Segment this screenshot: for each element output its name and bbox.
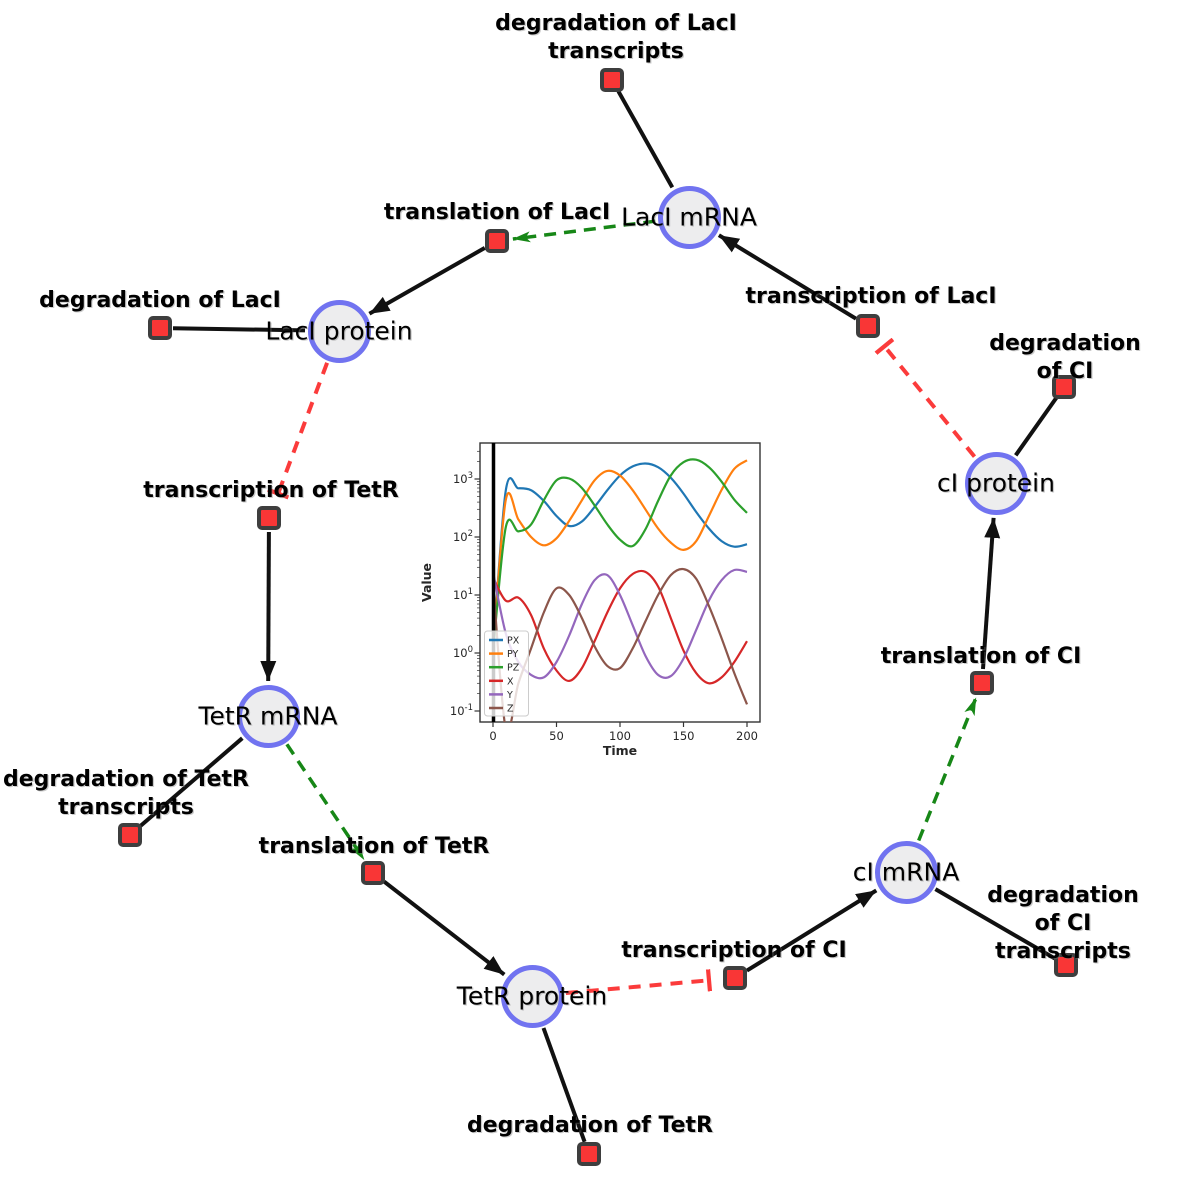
series-PY xyxy=(491,459,748,654)
species-node-tetr_mrna[interactable] xyxy=(236,684,300,748)
edge-product-tx_laci-laci_mrna xyxy=(717,233,858,321)
y-tick-label: 102 xyxy=(453,529,473,544)
species-label-tetr_mrna: TetR mRNA xyxy=(198,701,338,731)
species-node-ci_mrna[interactable] xyxy=(874,840,938,904)
edge-reactant-ci_mrna-deg_ci_tx xyxy=(934,887,1056,961)
legend-label-PZ: PZ xyxy=(507,663,520,674)
reaction-node-deg_laci_tx[interactable] xyxy=(600,68,624,92)
y-tick-label: 101 xyxy=(453,587,473,602)
x-tick-label: 150 xyxy=(673,729,695,743)
species-label-ci_protein: cI protein xyxy=(937,468,1055,498)
edge-product-tl_tetr-tetr_protein xyxy=(382,880,506,977)
reaction-label-tx_laci: transcription of LacI xyxy=(745,284,997,309)
legend-label-PY: PY xyxy=(507,649,519,660)
y-axis-label: Value xyxy=(419,563,434,602)
edge-reactant-tetr_protein-deg_tetr xyxy=(541,1027,587,1143)
edge-modifier-tetr_mrna-tl_tetr xyxy=(285,743,366,861)
reaction-node-deg_ci[interactable] xyxy=(1052,375,1076,399)
y-tick-label: 10-1 xyxy=(450,703,473,718)
edge-reactant-laci_mrna-deg_laci_tx xyxy=(616,90,675,189)
edge-inhibition-laci_protein-tx_tetr xyxy=(267,362,329,500)
reaction-node-tx_laci[interactable] xyxy=(856,314,880,338)
reaction-label-tl_tetr: translation of TetR xyxy=(258,834,490,859)
reaction-label-deg_tetr_tx: degradation of TetR transcripts xyxy=(2,767,250,820)
species-node-tetr_protein[interactable] xyxy=(500,964,564,1028)
species-node-laci_mrna[interactable] xyxy=(657,185,721,249)
series-PX xyxy=(491,462,748,654)
legend-label-PX: PX xyxy=(507,636,520,647)
edge-inhibition-tetr_protein-tx_ci xyxy=(565,969,713,995)
series-PZ xyxy=(491,458,748,654)
x-tick-label: 0 xyxy=(489,729,496,743)
reaction-label-tl_ci: translation of CI xyxy=(880,644,1082,669)
series-Z xyxy=(491,567,749,722)
reaction-node-deg_laci[interactable] xyxy=(148,316,172,340)
species-label-laci_mrna: LacI mRNA xyxy=(621,202,757,232)
x-tick-label: 100 xyxy=(609,729,631,743)
series-X xyxy=(492,569,748,685)
edge-reactant-tetr_mrna-deg_tetr_tx xyxy=(138,736,244,829)
edge-modifier-ci_mrna-tl_ci xyxy=(917,697,978,842)
reaction-node-deg_tetr_tx[interactable] xyxy=(118,823,142,847)
reaction-node-deg_ci_tx[interactable] xyxy=(1054,953,1078,977)
reaction-label-deg_tetr: degradation of TetR xyxy=(466,1113,714,1138)
reaction-node-tx_ci[interactable] xyxy=(723,966,747,990)
species-label-laci_protein: LacI protein xyxy=(265,316,413,346)
species-label-tetr_protein: TetR protein xyxy=(456,981,608,1011)
legend-label-Y: Y xyxy=(506,690,513,701)
reaction-label-tx_ci: transcription of CI xyxy=(621,938,847,963)
edge-inhibition-ci_protein-tx_laci xyxy=(874,337,977,458)
reaction-node-tx_tetr[interactable] xyxy=(257,506,281,530)
species-label-ci_mrna: cI mRNA xyxy=(852,857,960,887)
reaction-node-deg_tetr[interactable] xyxy=(577,1142,601,1166)
reaction-label-deg_laci: degradation of LacI xyxy=(39,288,281,313)
species-node-laci_protein[interactable] xyxy=(307,299,371,363)
series-Y xyxy=(491,568,748,680)
edge-reactant-laci_protein-deg_laci xyxy=(172,326,306,333)
x-tick-label: 50 xyxy=(549,729,564,743)
species-node-ci_protein[interactable] xyxy=(964,451,1028,515)
reaction-node-tl_ci[interactable] xyxy=(970,671,994,695)
y-tick-label: 103 xyxy=(453,471,473,486)
edge-product-tx_tetr-tetr_mrna xyxy=(260,531,277,682)
legend-label-Z: Z xyxy=(507,704,514,715)
edge-product-tx_ci-ci_mrna xyxy=(745,888,878,973)
x-tick-label: 200 xyxy=(736,729,758,743)
edge-product-tl_ci-ci_protein xyxy=(981,517,1001,670)
reaction-node-tl_laci[interactable] xyxy=(485,229,509,253)
reaction-label-tx_tetr: transcription of TetR xyxy=(143,478,399,503)
reaction-node-tl_tetr[interactable] xyxy=(361,861,385,885)
edge-product-tl_laci-laci_protein xyxy=(368,246,486,316)
reaction-label-deg_laci_tx: degradation of LacI transcripts xyxy=(495,11,737,64)
edge-modifier-laci_mrna-tl_laci xyxy=(512,219,656,243)
x-axis-label: Time xyxy=(603,743,637,758)
reaction-label-tl_laci: translation of LacI xyxy=(383,200,611,225)
reaction-label-deg_ci_tx: degradation of CI transcripts xyxy=(987,883,1139,964)
reaction-label-deg_ci: degradation of CI xyxy=(989,331,1141,384)
edge-reactant-ci_protein-deg_ci xyxy=(1014,396,1059,457)
legend-label-X: X xyxy=(507,676,514,687)
y-tick-label: 100 xyxy=(453,645,473,660)
